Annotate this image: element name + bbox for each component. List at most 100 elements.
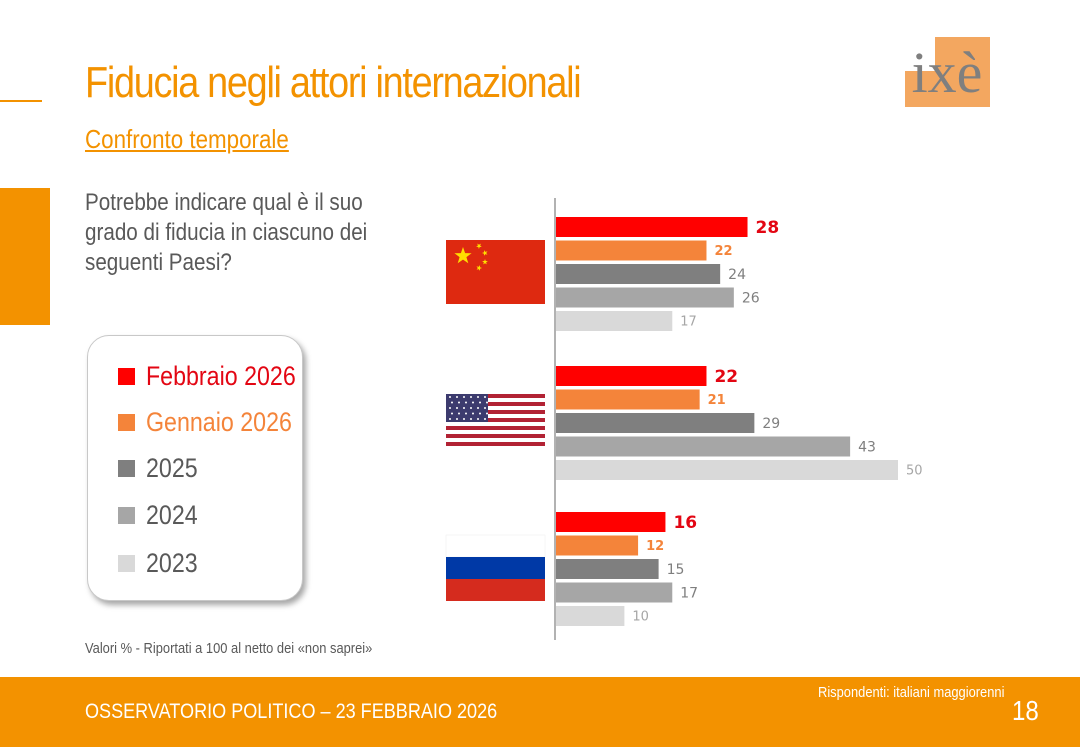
footnote: Valori % - Riportati a 100 al netto dei … (85, 640, 373, 657)
bar (556, 436, 851, 457)
legend-swatch (118, 506, 135, 524)
flag-dot (472, 401, 474, 404)
flag-star (482, 259, 488, 265)
footer-bar (0, 677, 1080, 747)
flag-canton (446, 394, 488, 422)
flag-dot (456, 407, 458, 409)
flag-dot (479, 412, 481, 415)
bar (556, 264, 721, 284)
flag-dot (477, 418, 479, 420)
flag-stripe (446, 557, 545, 579)
flag-dot (477, 407, 479, 409)
flag-dot (470, 407, 472, 409)
flag-dot (486, 401, 488, 404)
flag-dot (456, 396, 458, 398)
flag-dot (465, 401, 467, 404)
flag-star (476, 265, 482, 271)
title-accent-line (0, 100, 42, 102)
flag-dot (449, 418, 451, 420)
data-label: 24 (728, 267, 746, 283)
flag-dot (451, 401, 453, 404)
russia-flag-icon (445, 534, 546, 558)
flag-dot (463, 396, 465, 398)
ixe-logo: ixè (905, 37, 990, 107)
bar (556, 413, 755, 433)
flag-dot (470, 418, 472, 420)
legend-swatch (118, 459, 135, 477)
bar (556, 366, 707, 386)
legend-label: 2025 (146, 452, 198, 483)
legend-item-2024: 2024 (118, 500, 206, 530)
legend-box: Febbraio 2026 Gennaio 2026 2025 2024 202… (87, 335, 303, 601)
footer-respondents: Rispondenti: italiani maggiorenni (818, 684, 1005, 701)
flag-star (476, 243, 482, 249)
flag-stripe (446, 442, 545, 446)
bar (556, 460, 898, 480)
flag-stripe (446, 426, 545, 430)
bar (556, 512, 666, 532)
flag-dot (449, 396, 451, 398)
flag-dot (486, 412, 488, 415)
legend-swatch (118, 554, 135, 572)
flag-dot (463, 418, 465, 420)
flag-star (454, 247, 472, 264)
data-label: 15 (667, 562, 685, 578)
legend-item-feb-2026: Febbraio 2026 (118, 361, 320, 391)
flag-stripe (446, 579, 545, 601)
data-label: 26 (742, 290, 760, 306)
bar (556, 559, 659, 579)
flag-dot (451, 412, 453, 415)
question-text: Potrebbe indicare qual è il suo grado di… (85, 189, 368, 276)
flag-stripe (446, 410, 545, 414)
legend-label: 2024 (146, 499, 198, 530)
legend-swatch (118, 413, 135, 431)
logo-text: ixè (912, 40, 983, 105)
data-label: 21 (708, 393, 726, 408)
legend-label: Febbraio 2026 (146, 360, 296, 391)
data-label: 12 (646, 539, 664, 554)
legend-label: Gennaio 2026 (146, 406, 292, 437)
data-label: 22 (714, 244, 732, 259)
bar (556, 582, 673, 603)
flag-dot (449, 407, 451, 409)
flag-dot (484, 396, 486, 398)
bar (556, 311, 673, 331)
data-label: 28 (756, 218, 780, 238)
side-accent-bar (0, 188, 50, 325)
bar (556, 217, 748, 237)
page-subtitle: Confronto temporale (85, 124, 289, 154)
flag-stripe (446, 394, 545, 398)
legend-item-gen-2026: Gennaio 2026 (118, 407, 316, 437)
flag-dot (477, 396, 479, 398)
legend-item-2023: 2023 (118, 548, 206, 578)
bar (556, 535, 639, 556)
bar (556, 240, 707, 261)
data-label: 29 (762, 416, 780, 432)
bar (556, 389, 700, 410)
bar (556, 606, 625, 626)
flag-dot (470, 396, 472, 398)
legend-label: 2023 (146, 547, 198, 578)
flag-dot (463, 407, 465, 409)
flag-dot (465, 412, 467, 415)
legend-item-2025: 2025 (118, 453, 206, 483)
page-number: 18 (1012, 695, 1039, 726)
flag-dot (472, 412, 474, 415)
page-title: Fiducia negli attori internazionali (85, 58, 582, 107)
flag-stripe (446, 434, 545, 438)
flag-stripe (446, 402, 545, 406)
data-label: 17 (680, 315, 697, 330)
data-label: 16 (673, 513, 697, 533)
data-label: 22 (714, 367, 738, 387)
data-label: 50 (906, 464, 923, 479)
flag-dot (456, 418, 458, 420)
flag-dot (484, 418, 486, 420)
data-label: 43 (858, 439, 876, 455)
flag-star (482, 250, 488, 256)
data-label: 17 (680, 585, 698, 601)
flag-dot (458, 401, 460, 404)
flag-stripe (446, 418, 545, 422)
flag-dot (479, 401, 481, 404)
flag-dot (484, 407, 486, 409)
